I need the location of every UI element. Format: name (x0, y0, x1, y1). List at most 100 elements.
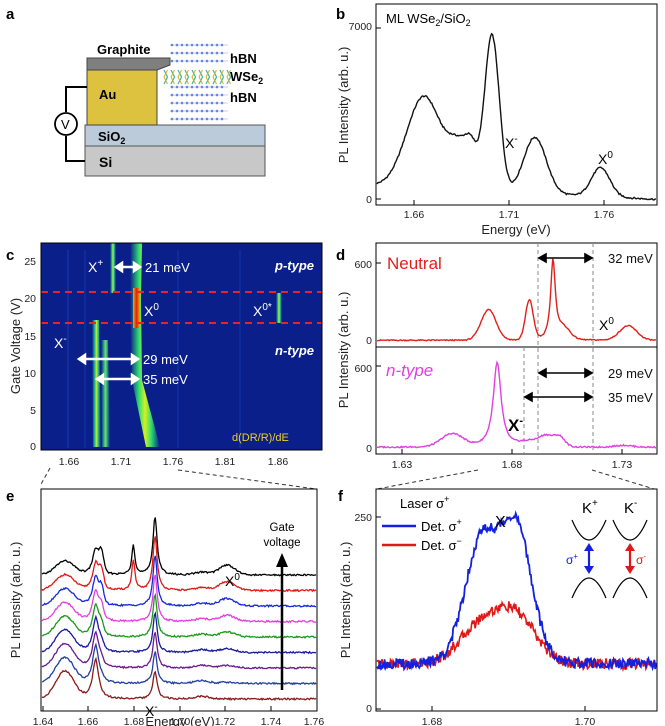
panel-b-frame (375, 3, 658, 206)
c-ytick-10: 10 (24, 368, 36, 380)
graphite-label: Graphite (97, 42, 150, 57)
e-xminus-label: X- (145, 702, 158, 719)
c-xminus-label: X- (54, 334, 67, 351)
e-xtick-3: 1.68 (124, 716, 145, 726)
d-zoom-line-right (591, 469, 655, 490)
d-split-32: 32 meV (608, 251, 653, 266)
e-gate-arrowhead (276, 553, 288, 567)
c-ytick-5: 5 (30, 405, 36, 417)
panel-b-ticks (376, 27, 605, 205)
d-split-35: 35 meV (608, 390, 653, 405)
d-zoom-line-left (376, 469, 479, 490)
d-zero-top: 0 (366, 335, 372, 347)
c-xplus-label: X+ (88, 258, 103, 275)
e-gate-label-2: voltage (263, 537, 300, 549)
d-ytick-top: 600 (354, 259, 372, 271)
gate-series-line (41, 574, 317, 624)
c-xtick-5: 1.86 (268, 456, 289, 468)
c-colorbar-label: d(DR/R)/dE (232, 432, 289, 444)
c-split-arrows (76, 260, 143, 386)
c-split-35: 35 meV (143, 372, 188, 387)
e-xtick-6: 1.74 (261, 716, 282, 726)
x0star-feature (276, 293, 282, 323)
panel-c: c (6, 242, 323, 490)
c-split-21: 21 meV (145, 260, 190, 275)
b-ylabel: PL Intensity (arb. u.) (336, 47, 351, 164)
xminus-band-2 (101, 340, 110, 447)
f-ytick-0: 0 (366, 703, 372, 715)
f-xtick-2: 1.70 (575, 716, 596, 726)
panel-d: d Neutral n-type 32 meV 29 meV 35 meV X0… (336, 242, 658, 490)
kplus-valence-band (571, 577, 607, 599)
b-xtick-3: 1.76 (594, 209, 615, 221)
ntype-spectrum-line (376, 360, 657, 449)
b-x0-label: X0 (598, 150, 613, 167)
circuit-wire-bottom (65, 136, 85, 162)
sigma-plus-arrowhead-up (584, 543, 594, 551)
d-zero-bottom: 0 (366, 443, 372, 455)
kminus-conduction-band (612, 519, 648, 541)
panel-a: a Si SiO2 Au Graphite hBN WSe2 hBN V (6, 6, 266, 177)
c-xtick-1: 1.66 (59, 456, 80, 468)
d-ytick-bottom: 600 (354, 363, 372, 375)
c-ntype-label: n-type (275, 343, 314, 358)
au-label: Au (99, 87, 116, 102)
panel-c-label: c (6, 247, 14, 264)
c-x0star-label: X0* (253, 302, 272, 319)
b-ytick-7000: 7000 (349, 21, 373, 33)
b-ytick-0: 0 (366, 194, 372, 206)
f-xtick-1: 1.68 (422, 716, 443, 726)
e-xtick-5: 1.72 (215, 716, 236, 726)
dr-map-background (41, 243, 322, 450)
e-x0-label: X0 (225, 572, 240, 589)
panel-e: e X0 X- Gate voltage 1.64 1.66 1.68 1.70… (6, 488, 324, 726)
panel-f-label: f (338, 488, 344, 505)
panel-f: f Laser σ+ Det. σ+ Det. σ− X- K+ K- σ+ σ… (338, 488, 658, 726)
xminus-band-1 (92, 320, 101, 447)
panel-b: b ML WSe2/SiO2 7000 0 1.66 1.71 1.76 Ene… (336, 3, 658, 237)
d-ntype-label: n-type (386, 361, 433, 380)
panel-b-label: b (336, 6, 345, 23)
e-xtick-7: 1.76 (304, 716, 325, 726)
xplus-band (110, 243, 116, 293)
f-ylabel: PL Intensity (arb. u.) (338, 542, 353, 659)
kminus-valence-band (612, 577, 648, 599)
d-ylabel: PL Intensity (arb. u.) (336, 292, 351, 409)
pl-spectrum-line (376, 32, 656, 201)
d-split-arrows (523, 252, 594, 403)
gate-series-line (41, 656, 317, 701)
gate-series-line (41, 611, 317, 655)
c-xtick-4: 1.81 (215, 456, 236, 468)
panel-f-frame (375, 488, 658, 712)
x0-band-core (133, 288, 140, 328)
si-substrate (84, 145, 266, 177)
c-x0-label: X0 (144, 302, 159, 319)
f-legend-plus: Det. σ+ (421, 517, 462, 534)
panel-a-label: a (6, 6, 15, 23)
sigma-minus-arrowhead-down (625, 566, 635, 574)
d-xtick-3: 1.73 (612, 459, 633, 471)
panel-e-ticks (42, 706, 272, 711)
gold-electrode (86, 66, 158, 126)
sample-label: ML WSe2/SiO2 (386, 11, 471, 28)
gate-series-line (41, 630, 317, 670)
voltmeter-label: V (61, 117, 70, 132)
gate-series-line (41, 555, 317, 608)
gate-series-line (41, 592, 317, 639)
b-xtick-2: 1.71 (499, 209, 520, 221)
c-split-29: 29 meV (143, 352, 188, 367)
f-laser-label: Laser σ+ (400, 494, 449, 511)
panel-c-frame (40, 242, 323, 451)
kplus-label: K+ (582, 498, 598, 517)
e-xlabel: Energy (eV) (145, 714, 214, 726)
e-ylabel: PL Intensity (arb. u.) (8, 542, 23, 659)
gate-series-line (41, 517, 317, 577)
gate-series-line (41, 642, 317, 686)
b-xlabel: Energy (eV) (481, 222, 550, 237)
d-xtick-1: 1.63 (392, 459, 413, 471)
panel-f-ticks (376, 516, 586, 711)
gate-series-line (41, 536, 317, 593)
b-xtick-1: 1.66 (404, 209, 425, 221)
d-x0-label: X0 (599, 316, 614, 333)
